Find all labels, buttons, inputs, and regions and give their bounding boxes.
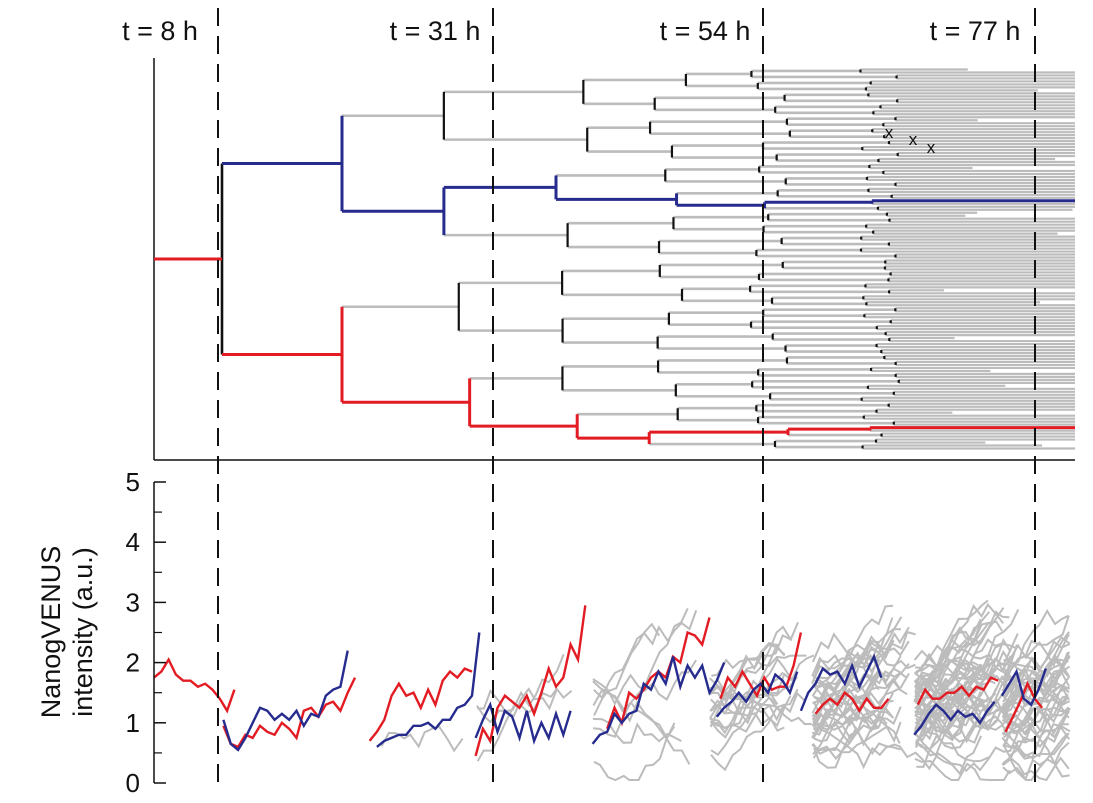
blue-trace-segment-0 xyxy=(222,650,349,752)
gray-trace-59 xyxy=(813,724,880,769)
blue-trace-segment-1 xyxy=(376,632,481,748)
gray-trace-108 xyxy=(914,620,1003,675)
tree-blue-lineage xyxy=(222,115,1075,236)
gray-trace-53 xyxy=(812,721,902,755)
red-trace-segment-1 xyxy=(222,677,357,749)
blue-trace-segment-3 xyxy=(591,656,726,745)
gray-trace-60 xyxy=(812,720,917,770)
tree-red-lineage xyxy=(154,257,1075,445)
gray-trace-153 xyxy=(1001,640,1071,705)
gray-trace-56 xyxy=(812,663,910,720)
gray-trace-25 xyxy=(710,691,806,772)
gray-trace-86 xyxy=(916,734,990,768)
tree-gray-branches xyxy=(342,68,1075,450)
time-labels: t = 8 h t = 31 h t = 54 h t = 77 h xyxy=(122,16,1020,46)
gray-trace-106 xyxy=(915,705,1004,750)
blue-trace-segment-5 xyxy=(799,653,883,712)
gray-trace-94 xyxy=(915,602,1004,695)
red-trace-segment-2 xyxy=(368,667,473,742)
gray-trace-131 xyxy=(1001,635,1071,692)
gray-trace-1 xyxy=(476,654,565,724)
y-axis-label-line-2: intensity (a.u.) xyxy=(68,547,98,717)
gray-trace-113 xyxy=(914,599,989,703)
y-axis-label-line-1: NanogVENUS xyxy=(36,546,66,719)
gray-trace-7 xyxy=(593,722,676,782)
blue-trace-segment-6 xyxy=(913,700,996,736)
gray-trace-135 xyxy=(1002,741,1070,782)
y-axis-label: NanogVENUS intensity (a.u.) xyxy=(36,546,98,719)
y-tick-label-4: 4 xyxy=(126,527,140,557)
y-tick-label-0: 0 xyxy=(126,768,140,798)
gray-trace-67 xyxy=(915,647,1019,687)
gray-trace-8 xyxy=(592,717,682,744)
y-ticks: 0 1 2 3 4 5 xyxy=(126,467,166,798)
dead-marker-1: x xyxy=(909,130,918,149)
gray-trace-0 xyxy=(380,725,464,753)
gray-trace-16 xyxy=(710,641,786,694)
gray-trace-148 xyxy=(1003,633,1070,668)
gray-trace-97 xyxy=(915,733,983,776)
red-trace-segment-5 xyxy=(719,632,803,700)
time-label-31h: t = 31 h xyxy=(390,16,481,46)
gray-trace-104 xyxy=(915,623,989,669)
y-tick-label-3: 3 xyxy=(126,587,140,617)
gray-trace-15 xyxy=(710,696,778,757)
gray-trace-57 xyxy=(813,645,916,679)
intensity-panel: 0 1 2 3 4 5 NanogVENUS intensity (a.u.) xyxy=(36,467,1071,798)
gray-trace-140 xyxy=(1002,725,1071,758)
gray-trace-54 xyxy=(811,640,910,714)
gray-trace-29 xyxy=(711,643,779,709)
gray-trace-5 xyxy=(592,607,689,738)
time-marker-lines xyxy=(217,8,1036,783)
gray-trace-130 xyxy=(1003,723,1071,758)
gray-trace-47 xyxy=(812,705,895,747)
red-trace-segment-0 xyxy=(153,657,236,714)
y-tick-label-1: 1 xyxy=(126,708,140,738)
gray-trace-143 xyxy=(1002,686,1070,734)
dead-marker-2: x xyxy=(927,138,936,157)
time-label-8h: t = 8 h xyxy=(122,16,198,46)
highlighted-traces xyxy=(153,605,1047,757)
gray-trace-58 xyxy=(811,692,894,739)
gray-trace-35 xyxy=(813,630,916,685)
blue-trace-segment-4 xyxy=(715,671,799,718)
red-trace-segment-6 xyxy=(814,690,890,715)
gray-trace-11 xyxy=(593,622,661,716)
gray-trace-141 xyxy=(1001,732,1070,760)
gray-trace-37 xyxy=(810,604,894,684)
gray-trace-111 xyxy=(914,679,1019,717)
red-trace-segment-8 xyxy=(1004,680,1044,733)
gray-traces xyxy=(380,599,1071,782)
blue-trace-segment-7 xyxy=(1000,668,1047,707)
gray-trace-137 xyxy=(1002,707,1071,740)
red-trace-segment-7 xyxy=(916,676,999,706)
time-label-77h: t = 77 h xyxy=(930,16,1021,46)
blue-trace-segment-2 xyxy=(474,701,572,745)
y-tick-label-2: 2 xyxy=(126,648,140,678)
time-label-54h: t = 54 h xyxy=(660,16,751,46)
y-tick-label-5: 5 xyxy=(126,467,140,497)
tree-terminal-bars xyxy=(220,69,900,449)
gray-trace-107 xyxy=(914,757,1011,781)
dead-marker-0: x xyxy=(885,123,894,142)
gray-trace-62 xyxy=(812,670,908,721)
gray-trace-103 xyxy=(914,623,983,697)
gray-trace-19 xyxy=(709,700,785,739)
gray-trace-9 xyxy=(592,659,697,706)
gray-trace-127 xyxy=(1001,609,1069,681)
gray-trace-83 xyxy=(913,655,1012,688)
